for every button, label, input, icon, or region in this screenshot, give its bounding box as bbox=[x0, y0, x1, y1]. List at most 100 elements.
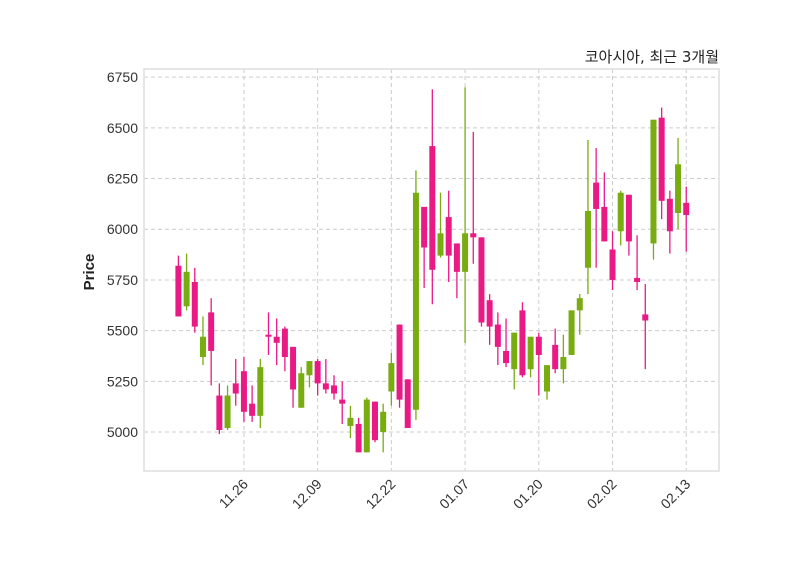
candle-body bbox=[388, 363, 395, 392]
candle-up bbox=[568, 310, 575, 355]
candle-body bbox=[298, 373, 305, 408]
candle-up bbox=[224, 385, 231, 431]
candle-body bbox=[503, 350, 510, 364]
candle-up bbox=[363, 397, 370, 453]
candle-body bbox=[380, 411, 387, 433]
candle-down bbox=[355, 417, 362, 453]
candle-body bbox=[617, 192, 624, 232]
candle-body bbox=[240, 371, 247, 412]
candle-up bbox=[650, 119, 657, 260]
candle-up bbox=[257, 359, 264, 429]
candle-body bbox=[609, 249, 616, 280]
x-tick-label: 02.13 bbox=[657, 476, 693, 512]
candle-body bbox=[462, 233, 469, 272]
candle-body bbox=[519, 310, 526, 376]
candle-down bbox=[429, 89, 436, 305]
y-tick-label: 6500 bbox=[107, 120, 138, 136]
candle-down bbox=[331, 375, 338, 400]
candle-body bbox=[601, 206, 608, 242]
candle-body bbox=[396, 324, 403, 400]
candle-up bbox=[527, 336, 534, 378]
candle-up bbox=[437, 192, 444, 258]
candle-body bbox=[281, 328, 288, 358]
candle-down bbox=[535, 332, 542, 396]
candle-body bbox=[224, 395, 231, 429]
candle-body bbox=[290, 346, 297, 390]
x-tick-label: 01.20 bbox=[510, 476, 546, 512]
candle-body bbox=[273, 336, 280, 343]
candle-up bbox=[183, 253, 190, 311]
candle-down bbox=[175, 255, 182, 317]
candle-up bbox=[412, 170, 419, 420]
candle-body bbox=[453, 243, 460, 272]
candle-body bbox=[675, 164, 682, 214]
candle-body bbox=[543, 365, 550, 392]
candle-down bbox=[666, 190, 673, 254]
candle-down bbox=[290, 346, 297, 408]
x-axis-ticks: 11.26 12.09 12.22 01.07 01.20 02.02 02.13 bbox=[216, 476, 694, 512]
plot-frame bbox=[143, 68, 720, 472]
candle-body bbox=[331, 385, 338, 394]
candle-body bbox=[314, 361, 321, 384]
x-tick-label: 12.09 bbox=[289, 476, 325, 512]
candle-body bbox=[511, 332, 518, 370]
candle-down bbox=[249, 385, 256, 422]
candle-body bbox=[535, 336, 542, 355]
candle-body bbox=[208, 312, 215, 351]
candle-body bbox=[249, 403, 256, 416]
candle-body bbox=[437, 233, 444, 256]
chart-title: 코아시아, 최근 3개월 bbox=[585, 48, 719, 66]
candles bbox=[175, 87, 690, 453]
candle-up bbox=[617, 190, 624, 246]
candle-down bbox=[478, 237, 485, 327]
candle-up bbox=[560, 334, 567, 384]
candle-body bbox=[421, 206, 428, 248]
y-axis-ticks: 5000 5250 5500 5750 6000 6250 6500 6750 bbox=[107, 69, 138, 440]
y-tick-label: 5000 bbox=[107, 424, 138, 440]
candle-body bbox=[306, 361, 313, 376]
candle-body bbox=[183, 271, 190, 307]
candle-down bbox=[371, 401, 378, 443]
candle-down bbox=[642, 283, 649, 370]
candle-down bbox=[216, 383, 223, 435]
y-tick-label: 6750 bbox=[107, 69, 138, 85]
candle-down bbox=[601, 172, 608, 242]
candle-down bbox=[683, 186, 690, 252]
candle-up bbox=[584, 139, 591, 295]
candle-up bbox=[511, 332, 518, 390]
candle-down bbox=[453, 243, 460, 299]
y-tick-label: 5750 bbox=[107, 272, 138, 288]
candle-down bbox=[232, 359, 239, 406]
candle-down bbox=[396, 324, 403, 408]
candle-body bbox=[404, 379, 411, 429]
candle-body bbox=[634, 277, 641, 282]
candle-body bbox=[650, 119, 657, 244]
candle-down bbox=[191, 267, 198, 333]
candle-down bbox=[339, 381, 346, 424]
candle-down bbox=[503, 318, 510, 368]
candle-down bbox=[265, 312, 272, 355]
candle-down bbox=[314, 359, 321, 396]
candle-body bbox=[355, 423, 362, 453]
candle-down bbox=[593, 148, 600, 268]
candle-body bbox=[625, 194, 632, 242]
candle-body bbox=[593, 182, 600, 209]
y-tick-label: 5250 bbox=[107, 373, 138, 389]
candle-down bbox=[486, 294, 493, 345]
candle-down bbox=[240, 357, 247, 422]
candle-body bbox=[560, 357, 567, 370]
candle-down bbox=[404, 379, 411, 429]
candle-up bbox=[298, 367, 305, 408]
y-tick-label: 6250 bbox=[107, 171, 138, 187]
candle-up bbox=[306, 361, 313, 388]
x-tick-label: 01.07 bbox=[436, 476, 472, 512]
candle-body bbox=[191, 281, 198, 327]
candle-up bbox=[199, 316, 206, 366]
y-tick-label: 6000 bbox=[107, 221, 138, 237]
candle-up bbox=[462, 87, 469, 343]
x-tick-label: 02.02 bbox=[584, 476, 620, 512]
candle-down bbox=[494, 312, 501, 366]
plot-background bbox=[144, 69, 719, 471]
candle-body bbox=[470, 233, 477, 238]
